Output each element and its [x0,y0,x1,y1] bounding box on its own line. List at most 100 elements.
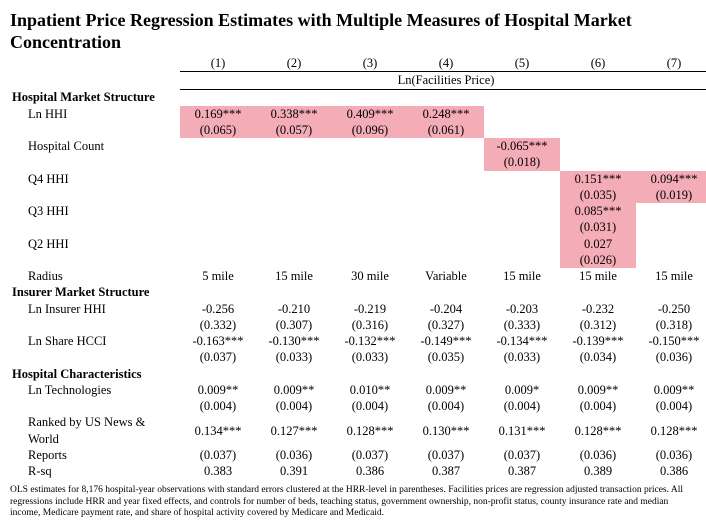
table-cell: (0.037) [332,447,408,463]
table-cell [332,154,408,170]
table-cell: (0.036) [636,349,706,365]
table-row: (0.332)(0.307)(0.316)(0.327)(0.333)(0.31… [10,317,706,333]
table-row: Radius5 mile15 mile30 mileVariable15 mil… [10,268,706,284]
table-cell: 0.386 [332,463,408,479]
table-cell: -0.250 [636,301,706,317]
table-cell: (0.004) [256,398,332,414]
table-cell [180,138,256,154]
table-cell [484,122,560,138]
table-cell [180,154,256,170]
table-cell [332,187,408,203]
table-cell: 0.151*** [560,171,636,187]
table-cell: 0.009** [180,382,256,398]
table-cell [180,187,256,203]
table-cell: (0.333) [484,317,560,333]
dep-var-label: Ln(Facilities Price) [180,72,706,89]
table-cell [560,154,636,170]
table-cell: 0.127*** [256,414,332,447]
table-cell: 0.387 [484,463,560,479]
table-cell: (0.004) [332,398,408,414]
row-label [10,398,180,414]
table-cell: 15 mile [484,268,560,284]
table-cell [180,203,256,219]
table-cell: 0.391 [256,463,332,479]
row-label: Reports [10,447,180,463]
table-cell: -0.256 [180,301,256,317]
row-label [10,187,180,203]
table-cell: (0.037) [484,447,560,463]
table-cell: 0.010** [332,382,408,398]
table-cell [332,219,408,235]
table-cell [484,252,560,268]
table-cell [256,219,332,235]
row-label [10,317,180,333]
table-cell: (0.026) [560,252,636,268]
table-cell: (0.065) [180,122,256,138]
table-cell: 15 mile [256,268,332,284]
table-cell: -0.139*** [560,333,636,349]
table-row: (0.018) [10,154,706,170]
row-label: Q2 HHI [10,236,180,252]
table-cell: (0.312) [560,317,636,333]
table-row: Ln Technologies0.009**0.009**0.010**0.00… [10,382,706,398]
table-cell [636,219,706,235]
table-cell: -0.132*** [332,333,408,349]
table-cell: -0.232 [560,301,636,317]
table-cell [180,171,256,187]
table-cell: -0.203 [484,301,560,317]
table-cell: (0.036) [560,447,636,463]
row-label: Q3 HHI [10,203,180,219]
table-cell [636,154,706,170]
table-cell: 0.027 [560,236,636,252]
table-cell: (0.096) [332,122,408,138]
table-cell [560,106,636,122]
table-cell: 0.383 [180,463,256,479]
table-cell: 0.131*** [484,414,560,447]
table-cell: (0.033) [332,349,408,365]
row-label: R-sq [10,463,180,479]
table-cell [332,252,408,268]
table-cell [256,252,332,268]
table-row: Ranked by US News & World0.134***0.127**… [10,414,706,447]
table-cell [484,171,560,187]
table-cell: -0.210 [256,301,332,317]
row-label: Ln Share HCCI [10,333,180,349]
table-cell: (0.037) [408,447,484,463]
table-cell: 0.169*** [180,106,256,122]
table-cell [484,236,560,252]
table-cell: (0.318) [636,317,706,333]
table-cell [408,219,484,235]
col-head: (3) [332,55,408,72]
table-cell: 0.128*** [636,414,706,447]
table-cell: 15 mile [636,268,706,284]
table-row: Hospital Count-0.065*** [10,138,706,154]
table-row: Ln Insurer HHI-0.256-0.210-0.219-0.204-0… [10,301,706,317]
table-row: (0.026) [10,252,706,268]
table-cell: (0.061) [408,122,484,138]
table-cell: (0.037) [180,447,256,463]
table-cell: -0.065*** [484,138,560,154]
table-cell: 0.134*** [180,414,256,447]
table-cell: 0.389 [560,463,636,479]
table-cell: (0.033) [484,349,560,365]
table-cell: (0.031) [560,219,636,235]
table-cell [408,154,484,170]
table-cell [636,203,706,219]
section-head: Insurer Market Structure [10,284,180,300]
section-head: Hospital Market Structure [10,89,180,106]
row-label [10,252,180,268]
table-cell: 0.009** [560,382,636,398]
table-cell [180,236,256,252]
table-row: Q2 HHI 0.027 [10,236,706,252]
table-cell: (0.035) [408,349,484,365]
table-cell: 0.009* [484,382,560,398]
table-cell [408,252,484,268]
table-cell: -0.134*** [484,333,560,349]
table-cell: (0.004) [636,398,706,414]
row-label [10,122,180,138]
table-cell [408,171,484,187]
col-head: (2) [256,55,332,72]
table-cell: -0.219 [332,301,408,317]
table-cell: 0.248*** [408,106,484,122]
table-cell: (0.036) [636,447,706,463]
